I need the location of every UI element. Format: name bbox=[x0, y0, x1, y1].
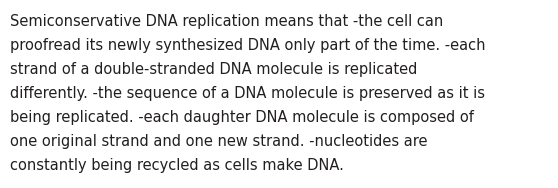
Text: one original strand and one new strand. -nucleotides are: one original strand and one new strand. … bbox=[10, 134, 427, 149]
Text: Semiconservative DNA replication means that -the cell can: Semiconservative DNA replication means t… bbox=[10, 14, 443, 29]
Text: proofread its newly synthesized DNA only part of the time. -each: proofread its newly synthesized DNA only… bbox=[10, 38, 485, 53]
Text: strand of a double-stranded DNA molecule is replicated: strand of a double-stranded DNA molecule… bbox=[10, 62, 417, 77]
Text: differently. -the sequence of a DNA molecule is preserved as it is: differently. -the sequence of a DNA mole… bbox=[10, 86, 485, 101]
Text: constantly being recycled as cells make DNA.: constantly being recycled as cells make … bbox=[10, 158, 344, 173]
Text: being replicated. -each daughter DNA molecule is composed of: being replicated. -each daughter DNA mol… bbox=[10, 110, 474, 125]
